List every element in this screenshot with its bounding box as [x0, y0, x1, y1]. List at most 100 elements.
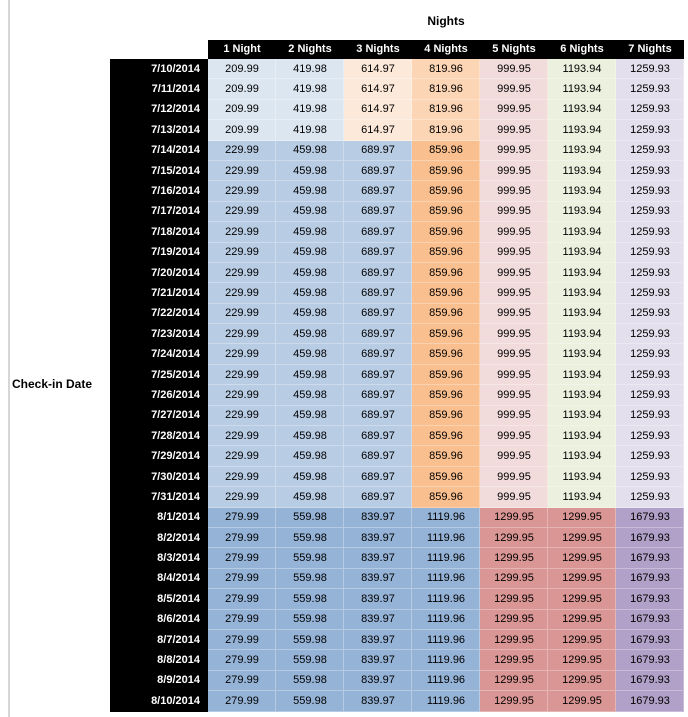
price-cell[interactable]: 859.96	[412, 385, 480, 406]
price-cell[interactable]: 689.97	[344, 487, 412, 508]
price-cell[interactable]: 999.95	[480, 160, 548, 182]
price-cell[interactable]: 1299.95	[480, 691, 548, 712]
price-cell[interactable]: 689.97	[344, 344, 412, 365]
price-cell[interactable]: 229.99	[208, 303, 276, 325]
price-cell[interactable]: 559.98	[276, 670, 344, 692]
checkin-date-cell[interactable]: 8/5/2014	[110, 589, 208, 610]
price-cell[interactable]: 1679.93	[616, 527, 684, 549]
price-cell[interactable]: 1119.96	[412, 527, 480, 549]
price-cell[interactable]: 999.95	[480, 385, 548, 406]
price-cell[interactable]: 1259.93	[616, 242, 684, 263]
price-cell[interactable]: 689.97	[344, 222, 412, 243]
price-cell[interactable]: 859.96	[412, 487, 480, 508]
price-cell[interactable]: 559.98	[276, 691, 344, 712]
price-cell[interactable]: 689.97	[344, 324, 412, 345]
price-cell[interactable]: 859.96	[412, 405, 480, 427]
price-cell[interactable]: 229.99	[208, 344, 276, 365]
price-cell[interactable]: 1193.94	[548, 181, 616, 202]
price-cell[interactable]: 229.99	[208, 262, 276, 284]
price-cell[interactable]: 999.95	[480, 222, 548, 243]
price-cell[interactable]: 1193.94	[548, 303, 616, 325]
price-cell[interactable]: 839.97	[344, 670, 412, 692]
price-cell[interactable]: 459.98	[276, 303, 344, 325]
price-cell[interactable]: 859.96	[412, 344, 480, 365]
checkin-date-cell[interactable]: 7/25/2014	[110, 364, 208, 386]
price-cell[interactable]: 229.99	[208, 160, 276, 182]
price-cell[interactable]: 1193.94	[548, 405, 616, 427]
checkin-date-cell[interactable]: 8/4/2014	[110, 568, 208, 590]
price-cell[interactable]: 1259.93	[616, 99, 684, 121]
checkin-date-cell[interactable]: 7/11/2014	[110, 79, 208, 100]
price-cell[interactable]: 1679.93	[616, 568, 684, 590]
checkin-date-cell[interactable]: 8/1/2014	[110, 507, 208, 528]
checkin-date-cell[interactable]: 7/22/2014	[110, 303, 208, 325]
price-cell[interactable]: 1679.93	[616, 650, 684, 671]
price-cell[interactable]: 1193.94	[548, 487, 616, 508]
price-cell[interactable]: 819.96	[412, 59, 480, 80]
price-cell[interactable]: 459.98	[276, 405, 344, 427]
price-cell[interactable]: 1299.95	[548, 670, 616, 692]
checkin-date-cell[interactable]: 7/14/2014	[110, 140, 208, 161]
price-cell[interactable]: 689.97	[344, 364, 412, 386]
price-cell[interactable]: 689.97	[344, 405, 412, 427]
price-cell[interactable]: 229.99	[208, 201, 276, 223]
price-cell[interactable]: 689.97	[344, 466, 412, 488]
checkin-date-cell[interactable]: 7/10/2014	[110, 59, 208, 80]
price-cell[interactable]: 859.96	[412, 140, 480, 161]
price-cell[interactable]: 559.98	[276, 507, 344, 528]
price-cell[interactable]: 859.96	[412, 242, 480, 263]
price-cell[interactable]: 1259.93	[616, 364, 684, 386]
column-header[interactable]: 2 Nights	[276, 40, 344, 59]
price-cell[interactable]: 999.95	[480, 242, 548, 263]
price-cell[interactable]: 999.95	[480, 99, 548, 121]
price-cell[interactable]: 229.99	[208, 222, 276, 243]
price-cell[interactable]: 1299.95	[480, 670, 548, 692]
price-cell[interactable]: 1259.93	[616, 385, 684, 406]
checkin-date-cell[interactable]: 7/20/2014	[110, 262, 208, 284]
column-header[interactable]: 1 Night	[208, 40, 276, 59]
checkin-date-cell[interactable]: 7/17/2014	[110, 201, 208, 223]
price-cell[interactable]: 1119.96	[412, 568, 480, 590]
checkin-date-cell[interactable]: 8/3/2014	[110, 548, 208, 569]
column-header[interactable]: 3 Nights	[344, 40, 412, 59]
price-cell[interactable]: 419.98	[276, 59, 344, 80]
price-cell[interactable]: 559.98	[276, 548, 344, 569]
checkin-date-cell[interactable]: 8/2/2014	[110, 527, 208, 549]
price-cell[interactable]: 1193.94	[548, 262, 616, 284]
price-cell[interactable]: 459.98	[276, 181, 344, 202]
price-cell[interactable]: 1193.94	[548, 466, 616, 488]
price-cell[interactable]: 1259.93	[616, 120, 684, 141]
price-cell[interactable]: 1679.93	[616, 691, 684, 712]
price-cell[interactable]: 459.98	[276, 140, 344, 161]
price-cell[interactable]: 689.97	[344, 262, 412, 284]
price-cell[interactable]: 1259.93	[616, 181, 684, 202]
price-cell[interactable]: 999.95	[480, 262, 548, 284]
price-cell[interactable]: 999.95	[480, 426, 548, 447]
price-cell[interactable]: 1259.93	[616, 222, 684, 243]
price-cell[interactable]: 689.97	[344, 385, 412, 406]
checkin-date-cell[interactable]: 8/9/2014	[110, 670, 208, 692]
column-header[interactable]: 6 Nights	[548, 40, 616, 59]
price-cell[interactable]: 229.99	[208, 181, 276, 202]
price-cell[interactable]: 229.99	[208, 242, 276, 263]
price-cell[interactable]: 459.98	[276, 201, 344, 223]
price-cell[interactable]: 1259.93	[616, 466, 684, 488]
price-cell[interactable]: 1299.95	[480, 609, 548, 630]
price-cell[interactable]: 1259.93	[616, 283, 684, 304]
price-cell[interactable]: 1679.93	[616, 589, 684, 610]
price-cell[interactable]: 419.98	[276, 99, 344, 121]
price-cell[interactable]: 859.96	[412, 446, 480, 467]
price-cell[interactable]: 819.96	[412, 99, 480, 121]
price-cell[interactable]: 999.95	[480, 79, 548, 100]
price-cell[interactable]: 1299.95	[548, 548, 616, 569]
checkin-date-cell[interactable]: 7/21/2014	[110, 283, 208, 304]
price-cell[interactable]: 1193.94	[548, 446, 616, 467]
price-cell[interactable]: 999.95	[480, 283, 548, 304]
price-cell[interactable]: 1193.94	[548, 364, 616, 386]
price-cell[interactable]: 1119.96	[412, 691, 480, 712]
price-cell[interactable]: 229.99	[208, 466, 276, 488]
price-cell[interactable]: 459.98	[276, 160, 344, 182]
price-cell[interactable]: 279.99	[208, 650, 276, 671]
price-cell[interactable]: 1119.96	[412, 670, 480, 692]
price-cell[interactable]: 1193.94	[548, 385, 616, 406]
